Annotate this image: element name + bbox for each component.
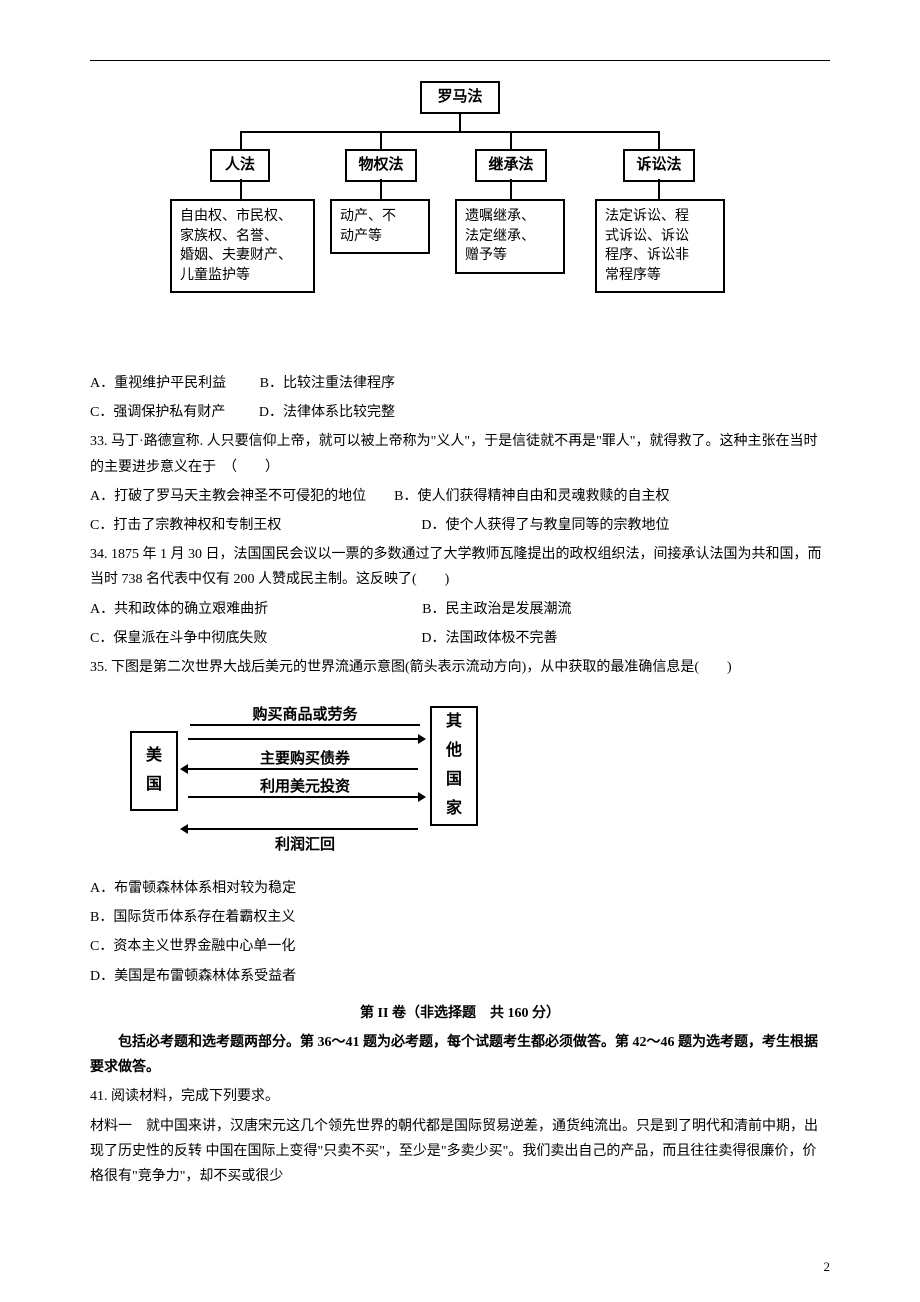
cat-1: 物权法 xyxy=(345,149,417,182)
leaf-3: 法定诉讼、程 式诉讼、诉讼 程序、诉讼非 常程序等 xyxy=(595,199,725,293)
leaf-0: 自由权、市民权、 家族权、名誉、 婚姻、夫妻财产、 儿童监护等 xyxy=(170,199,315,293)
d2-left: 美 国 xyxy=(130,731,178,811)
q33-stem: 33. 马丁·路德宣称. 人只要信仰上帝，就可以被上帝称为"义人"，于是信徒就不… xyxy=(90,429,830,479)
page-number: 2 xyxy=(824,1255,831,1278)
q41-stem: 41. 阅读材料，完成下列要求。 xyxy=(90,1084,830,1109)
usd-flow-diagram: 美 国 其 他 国 家 购买商品或劳务 主要购买债券 利用美元投资 利润汇回 xyxy=(130,696,490,856)
cat-0: 人法 xyxy=(210,149,270,182)
arrow-1 xyxy=(188,738,418,740)
diagram-root: 罗马法 xyxy=(420,81,500,114)
cat-2: 继承法 xyxy=(475,149,547,182)
leaf-1: 动产、不 动产等 xyxy=(330,199,430,254)
q35-stem: 35. 下图是第二次世界大战后美元的世界流通示意图(箭头表示流动方向)，从中获取… xyxy=(90,655,830,680)
cat-3: 诉讼法 xyxy=(623,149,695,182)
q32-options: A．重视维护平民利益 B．比较注重法律程序 xyxy=(90,371,830,396)
d2-right: 其 他 国 家 xyxy=(430,706,478,826)
q34-stem: 34. 1875 年 1 月 30 日，法国国民会议以一票的多数通过了大学教师瓦… xyxy=(90,542,830,592)
arrow-4 xyxy=(188,828,418,830)
q41-material: 材料一 就中国来讲，汉唐宋元这几个领先世界的朝代都是国际贸易逆差，通货纯流出。只… xyxy=(90,1114,830,1190)
section2-instr: 包括必考题和选考题两部分。第 36～41 题为必考题，每个试题考生都必须做答。第… xyxy=(90,1030,830,1080)
section2-title: 第 II 卷（非选择题 共 160 分） xyxy=(90,1001,830,1026)
leaf-2: 遗嘱继承、 法定继承、 赠予等 xyxy=(455,199,565,274)
roman-law-diagram: 罗马法 人法 物权法 继承法 诉讼法 自由权、市民权、 家族权、名誉、 婚姻、夫… xyxy=(180,81,740,341)
